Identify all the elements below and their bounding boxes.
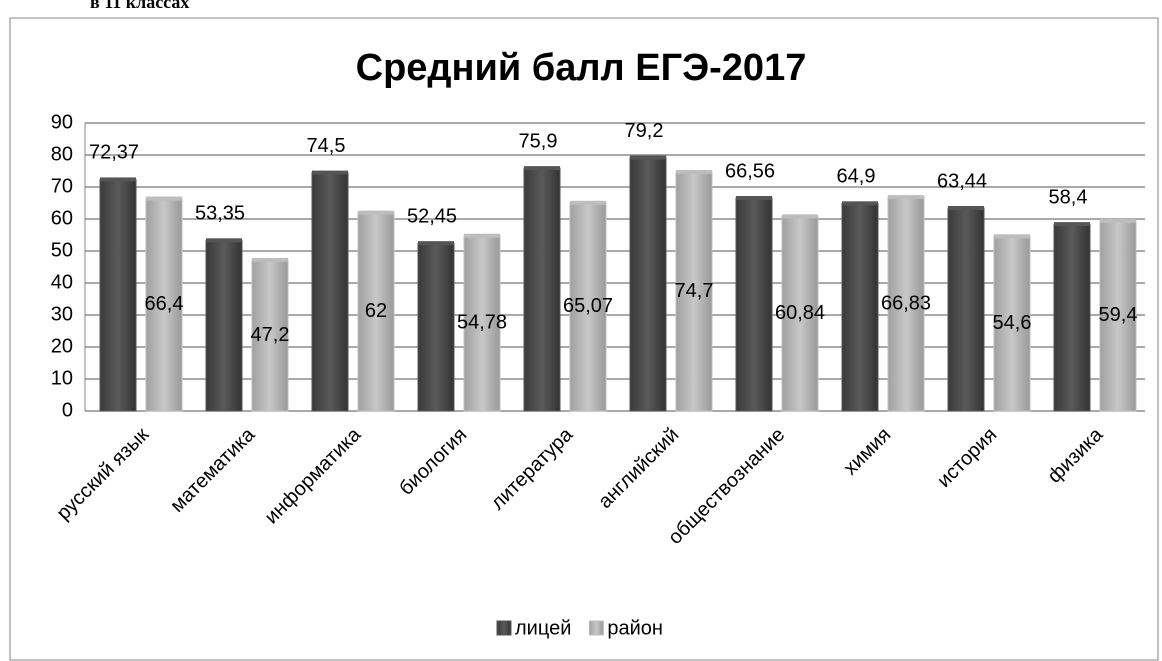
bar bbox=[1099, 220, 1137, 412]
bar bbox=[357, 212, 395, 412]
data-label: 60,84 bbox=[775, 302, 825, 324]
bar-top bbox=[782, 214, 818, 219]
y-tick-label: 40 bbox=[51, 271, 73, 293]
data-label: 53,35 bbox=[195, 203, 245, 225]
data-label: 74,5 bbox=[307, 135, 346, 157]
bar-top bbox=[676, 169, 712, 174]
data-label: 66,56 bbox=[725, 160, 775, 182]
bar bbox=[523, 167, 561, 412]
bar-top bbox=[1100, 218, 1136, 223]
y-tick-label: 90 bbox=[51, 111, 73, 133]
bar bbox=[417, 242, 455, 412]
y-tick-label: 80 bbox=[51, 143, 73, 165]
bar-top bbox=[252, 257, 288, 262]
data-label: 64,9 bbox=[837, 166, 876, 188]
bar bbox=[887, 196, 925, 412]
y-tick-label: 10 bbox=[51, 367, 73, 389]
y-tick-label: 0 bbox=[62, 399, 73, 421]
y-tick-label: 30 bbox=[51, 303, 73, 325]
legend-label: район bbox=[607, 617, 663, 639]
bar bbox=[99, 178, 137, 412]
bar-top bbox=[1054, 222, 1090, 227]
data-label: 59,4 bbox=[1099, 304, 1138, 326]
bar-top bbox=[146, 196, 182, 201]
heading: в 11 классах bbox=[90, 0, 189, 12]
bar bbox=[735, 197, 773, 412]
bar-top bbox=[888, 195, 924, 200]
data-label: 79,2 bbox=[625, 120, 664, 142]
y-tick-label: 60 bbox=[51, 207, 73, 229]
data-label: 62 bbox=[365, 300, 387, 322]
bar bbox=[569, 202, 607, 412]
bar-top bbox=[358, 210, 394, 215]
bar-top bbox=[994, 234, 1030, 239]
data-label: 65,07 bbox=[563, 295, 613, 317]
bar bbox=[629, 157, 667, 412]
bar bbox=[675, 171, 713, 412]
y-tick-label: 20 bbox=[51, 335, 73, 357]
bar bbox=[311, 172, 349, 412]
legend-swatch bbox=[588, 620, 604, 636]
data-label: 74,7 bbox=[675, 280, 714, 302]
bar bbox=[947, 207, 985, 412]
data-label: 66,83 bbox=[881, 292, 931, 314]
bar-top bbox=[736, 196, 772, 201]
legend-label: лицей bbox=[515, 617, 571, 639]
bar bbox=[145, 198, 183, 412]
bar-top bbox=[842, 201, 878, 206]
bar-top bbox=[630, 155, 666, 160]
bar-top bbox=[570, 200, 606, 205]
data-label: 72,37 bbox=[89, 142, 139, 164]
legend-swatch bbox=[496, 620, 512, 636]
bar-top bbox=[464, 233, 500, 238]
y-tick-label: 50 bbox=[51, 239, 73, 261]
data-label: 54,6 bbox=[993, 312, 1032, 334]
bar-top bbox=[948, 205, 984, 210]
bar-top bbox=[100, 177, 136, 182]
bar bbox=[993, 235, 1031, 412]
bar bbox=[463, 235, 501, 412]
bar bbox=[781, 215, 819, 412]
data-label: 52,45 bbox=[407, 205, 457, 227]
bar-top bbox=[418, 241, 454, 246]
y-tick-label: 70 bbox=[51, 175, 73, 197]
data-label: 47,2 bbox=[251, 324, 290, 346]
bar-top bbox=[206, 238, 242, 243]
data-label: 66,4 bbox=[145, 293, 184, 315]
bar-top bbox=[312, 170, 348, 175]
bar bbox=[1053, 223, 1091, 412]
data-label: 63,44 bbox=[937, 170, 987, 192]
bar bbox=[841, 202, 879, 412]
bar bbox=[251, 259, 289, 412]
chart-title: Средний балл ЕГЭ-2017 bbox=[356, 47, 807, 89]
bar bbox=[205, 239, 243, 412]
bar-top bbox=[524, 166, 560, 171]
data-label: 75,9 bbox=[519, 130, 558, 152]
data-label: 58,4 bbox=[1049, 186, 1088, 208]
data-label: 54,78 bbox=[457, 312, 507, 334]
